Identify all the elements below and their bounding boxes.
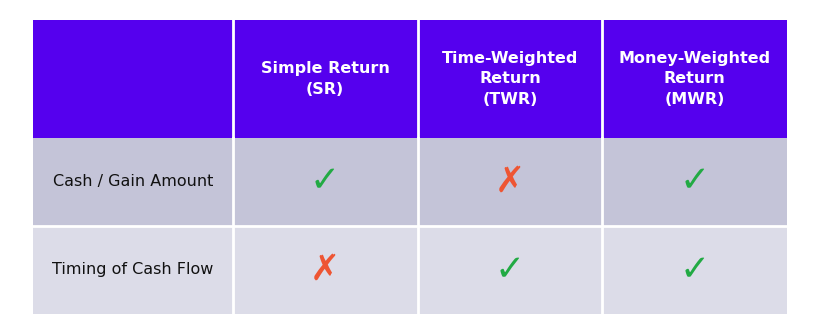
Bar [33,226,786,314]
Text: Timing of Cash Flow: Timing of Cash Flow [52,263,213,277]
Text: Time-Weighted
Return
(TWR): Time-Weighted Return (TWR) [441,51,577,107]
Text: ✗: ✗ [494,165,524,199]
Bar [33,138,786,226]
Text: ✗: ✗ [310,253,340,287]
Text: ✓: ✓ [494,253,524,287]
Bar [33,20,786,138]
Text: Simple Return
(SR): Simple Return (SR) [260,61,389,97]
Text: ✓: ✓ [679,165,709,199]
Text: ✓: ✓ [310,165,340,199]
Text: Cash / Gain Amount: Cash / Gain Amount [52,174,213,189]
Text: Money-Weighted
Return
(MWR): Money-Weighted Return (MWR) [618,51,770,107]
Text: ✓: ✓ [679,253,709,287]
